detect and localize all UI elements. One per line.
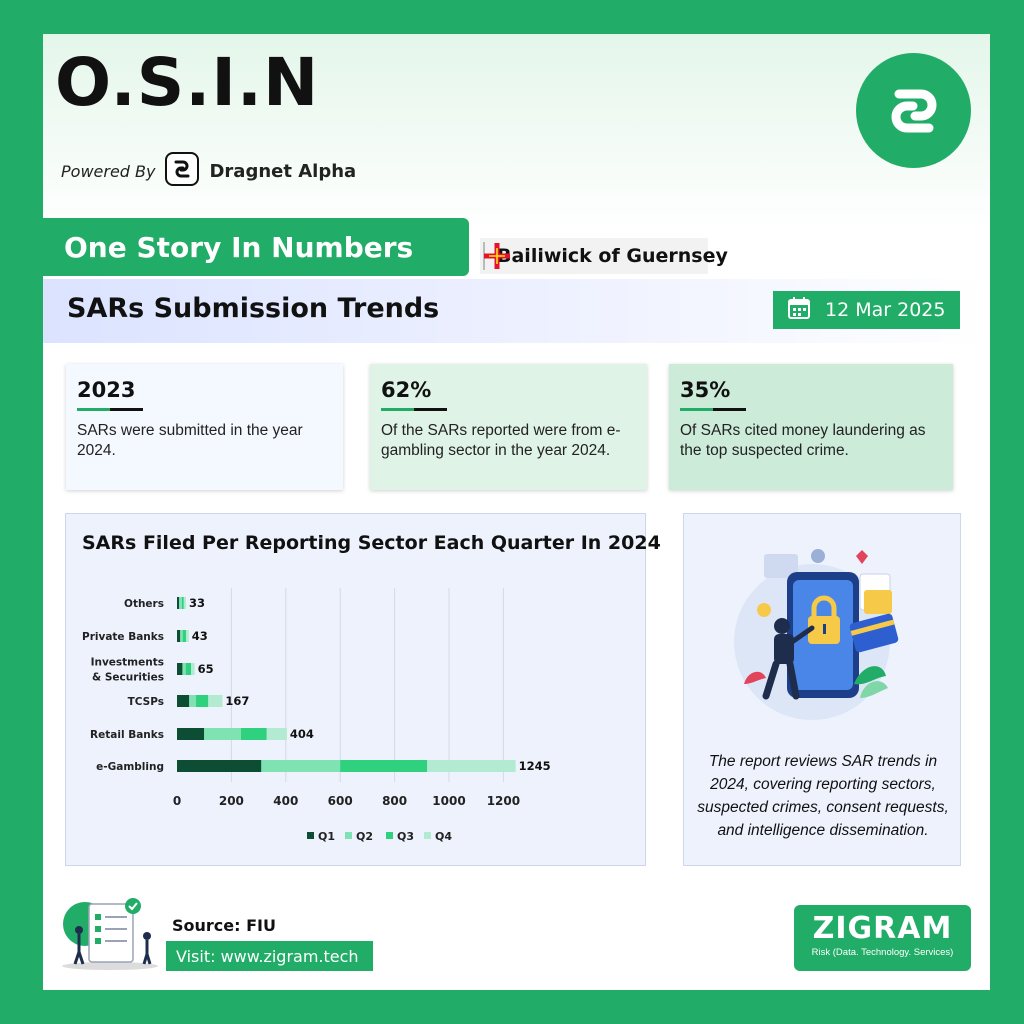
brand-title: O.S.I.N [55,44,320,121]
total-label: 33 [189,596,205,610]
x-tick-label: 800 [382,794,407,808]
infographic-card: O.S.I.N Powered By Dragnet Alpha One Sto… [43,34,990,990]
bar-segment [240,728,267,740]
x-tick-label: 1200 [487,794,520,808]
guernsey-flag-icon [483,242,510,270]
visit-link[interactable]: Visit: www.zigram.tech [166,941,373,971]
bar-segment [340,760,428,772]
bar-segment [183,597,186,609]
bar-segment [179,597,182,609]
legend-label: Q1 [318,830,335,843]
bar-segment [266,728,287,740]
bar-segment [177,663,183,675]
category-label: e-Gambling [96,761,164,773]
bar-segment [182,630,186,642]
category-label: Private Banks [82,631,164,643]
x-tick-label: 200 [219,794,244,808]
legend-label: Q2 [356,830,373,843]
powered-by-label: Powered By [61,161,156,181]
bar-segment [185,630,189,642]
stat-description: Of SARs cited money laundering as the to… [680,422,926,459]
powered-by-name: Dragnet Alpha [209,160,357,182]
company-name: ZIGRAM [812,911,953,946]
category-label: & Securities [92,672,164,684]
stat-card-money-laundering: 35% Of SARs cited money laundering as th… [669,364,953,490]
dragnet-logo-icon [165,152,200,190]
legend-swatch [307,832,314,839]
stat-underline [680,408,746,411]
illustration-panel: The report reviews SAR trends in 2024, c… [683,513,961,866]
bar-segment [181,597,184,609]
x-tick-label: 0 [173,794,181,808]
x-tick-label: 600 [328,794,353,808]
bar-segment [177,695,190,707]
source-label: Source: FIU [172,916,276,935]
bar-segment [180,630,183,642]
bar-segment [261,760,341,772]
stat-card-total: 2023 SARs were submitted in the year 202… [66,364,343,490]
bar-segment [177,630,181,642]
total-label: 404 [290,727,314,741]
total-label: 167 [225,694,249,708]
bar-segment [427,760,516,772]
powered-by-row: Powered By Dragnet Alpha [61,152,356,190]
stat-underline [77,408,143,411]
date-badge: 12 Mar 2025 [773,291,960,329]
total-label: 1245 [519,759,551,773]
stacked-bar-chart: 0 200 400 600 800 1000 1200 Others Private Banks… [82,588,551,843]
story-banner: One Story In Numbers [43,218,469,276]
osin-logo-icon [856,53,971,168]
x-tick-label: 400 [273,794,298,808]
illustration-caption: The report reviews SAR trends in 2024, c… [697,753,949,839]
country-name: Bailiwick of Guernsey [497,245,728,267]
chart-title: SARs Filed Per Reporting Sector Each Qua… [82,532,661,554]
stat-description: SARs were submitted in the year 2024. [77,422,303,459]
bar-segment [191,663,195,675]
cyber-crime-illustration-icon [734,549,899,720]
bar-segment [177,760,262,772]
company-tagline: Risk (Data. Technology. Services) [811,947,954,958]
report-title: SARs Submission Trends [67,293,440,324]
bar-segment [185,663,192,675]
category-label: Investments [91,657,164,669]
report-date: 12 Mar 2025 [825,299,946,321]
stat-value: 2023 [77,378,136,402]
bar-segment [204,728,241,740]
stat-description: Of the SARs reported were from e-gamblin… [381,422,621,459]
bar-segment [182,663,186,675]
legend-swatch [424,832,431,839]
document-checklist-icon [62,898,158,970]
stat-value: 35% [680,378,731,402]
legend-label: Q3 [397,830,414,843]
category-label: Others [124,598,164,610]
category-label: TCSPs [128,696,164,708]
country-badge: Bailiwick of Guernsey [480,238,728,274]
chart-panel: SARs Filed Per Reporting Sector Each Qua… [65,513,661,866]
legend-label: Q4 [435,830,452,843]
bar-segment [196,695,209,707]
bar-segment [189,695,197,707]
total-label: 65 [198,662,214,676]
stat-value: 62% [381,378,432,402]
legend-swatch [345,832,352,839]
bar-segment [208,695,223,707]
zigram-logo: ZIGRAM Risk (Data. Technology. Services) [794,905,971,971]
calendar-icon [787,296,811,325]
x-tick-label: 1000 [432,794,465,808]
bar-segment [177,597,180,609]
legend-swatch [386,832,393,839]
category-label: Retail Banks [90,729,164,741]
bar-segment [177,728,205,740]
total-label: 43 [192,629,208,643]
stat-underline [381,408,447,411]
stat-card-egambling: 62% Of the SARs reported were from e-gam… [370,364,647,490]
